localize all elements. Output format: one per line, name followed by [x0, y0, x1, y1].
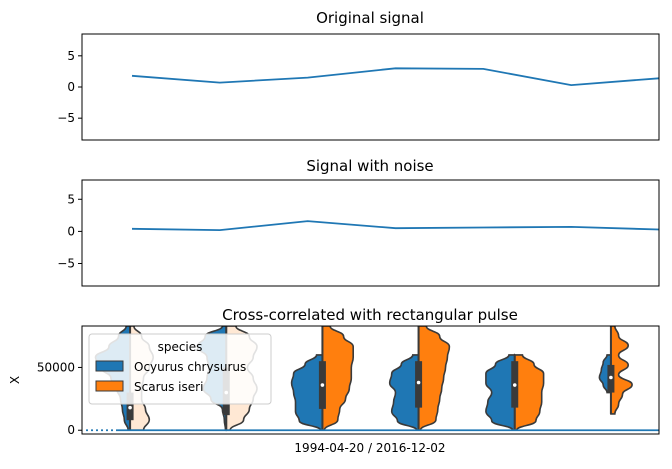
panel-2-title: Signal with noise: [306, 157, 433, 175]
panel-3-tick-label: 0: [67, 423, 75, 437]
panel-3-y-axis-label: X: [8, 376, 22, 384]
panel-3-frame: [81, 325, 660, 435]
panel-2-series-line: [131, 220, 660, 232]
legend: species Ocyurus chrysurus Scarus iseri: [88, 333, 272, 405]
panel-1-title: Original signal: [316, 9, 424, 27]
legend-title: species: [158, 340, 203, 354]
panel-1-tick-label: 0: [67, 80, 75, 94]
violin-6-scarus-iseri: [610, 326, 633, 415]
legend-label-ocyurus-chrysurus: Ocyurus chrysurus: [134, 360, 246, 374]
violin-4-scarus-iseri: [417, 326, 451, 432]
panel-3-x-axis-label: 1994-04-20 / 2016-12-02: [294, 441, 445, 455]
panel-2-tick-label: 5: [67, 192, 75, 206]
panel-3-title: Cross-correlated with rectangular pulse: [222, 306, 518, 324]
panel-1-tick-label: −5: [57, 111, 75, 125]
violin-3-median: [320, 383, 325, 387]
legend-swatch-scarus-iseri: [95, 380, 124, 392]
panel-3-tick-label: 50000: [37, 360, 75, 374]
panel-2-tick-label: 0: [67, 224, 75, 238]
violin-5-median: [512, 383, 517, 387]
violin-3-ocyurus-chrysurus: [290, 353, 324, 432]
violin-4-median: [416, 380, 421, 385]
panel-cross-correlated: Cross-correlated with rectangular pulse …: [8, 306, 660, 455]
panel-1-tick-label: 5: [67, 49, 75, 63]
violin-3-scarus-iseri: [321, 326, 355, 432]
panel-1-y-ticks: 5 0 −5: [57, 49, 82, 125]
violin-5-scarus-iseri: [513, 353, 545, 432]
legend-label-scarus-iseri: Scarus iseri: [134, 380, 203, 394]
violin-6-median: [609, 375, 613, 380]
legend-swatch-ocyurus-chrysurus: [95, 360, 124, 372]
legend-box: [88, 333, 272, 405]
panel-3-y-ticks: 50000 0: [37, 360, 82, 437]
panel-signal-with-noise: Signal with noise 5 0 −5: [57, 157, 660, 287]
panel-2-y-ticks: 5 0 −5: [57, 192, 82, 271]
panel-2-tick-label: −5: [57, 257, 75, 271]
panel-2-frame: [81, 179, 660, 287]
panel-1-series-line: [131, 67, 660, 87]
violin-1-median: [128, 405, 132, 410]
panel-original-signal: Original signal 5 0 −5: [57, 9, 660, 141]
violin-5-ocyurus-chrysurus: [485, 353, 516, 432]
violin-4-ocyurus-chrysurus: [388, 352, 420, 432]
panel-1-frame: [81, 33, 660, 141]
